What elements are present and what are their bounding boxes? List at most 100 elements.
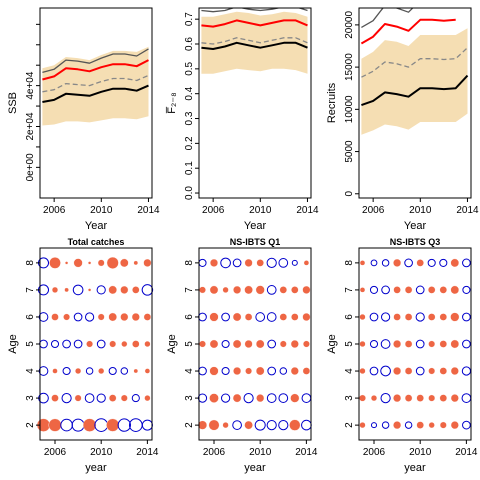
residual-bubble: [48, 418, 62, 432]
residual-bubble: [86, 340, 94, 348]
residual-bubble: [144, 394, 151, 402]
chart-title: NS-IBTS Q1: [230, 237, 281, 247]
residual-bubble: [62, 339, 71, 349]
residual-bubble: [450, 394, 459, 403]
residual-bubble: [267, 366, 277, 376]
x-tick-label: 2006: [363, 447, 386, 458]
y-tick-label: 4: [25, 368, 36, 374]
residual-bubble: [131, 312, 140, 322]
y-tick-label: 0e+00: [25, 153, 36, 182]
residual-bubble: [450, 258, 460, 268]
y-tick-label: 10000: [344, 95, 355, 123]
residual-bubble: [450, 366, 459, 376]
residual-bubble: [380, 365, 391, 377]
residual-bubble: [222, 421, 229, 429]
residual-bubble: [461, 366, 472, 376]
residual-bubble: [233, 366, 242, 376]
residual-bubble: [198, 258, 207, 267]
x-tick-label: 2010: [90, 205, 113, 216]
residual-bubble: [278, 393, 289, 403]
residual-bubble: [144, 340, 151, 348]
residual-bubble: [290, 339, 299, 349]
residual-bubble: [393, 366, 402, 376]
y-tick-label: 7: [184, 287, 195, 293]
residual-bubble: [462, 285, 471, 294]
residual-bubble: [359, 340, 366, 348]
residual-bubble: [97, 313, 105, 321]
residual-bubble: [279, 313, 288, 321]
series-line-dark-grey: [42, 48, 149, 74]
residual-bubble: [415, 366, 425, 376]
series-line-red: [360, 18, 456, 45]
residual-bubble: [120, 285, 129, 294]
bubble-panel-4: NS-IBTS Q1 2006 2010 2014 2 3 4 5 6 7 8 year Age: [166, 237, 318, 474]
residual-bubble: [416, 259, 424, 267]
residual-bubble: [301, 419, 312, 431]
residual-bubble: [221, 339, 230, 349]
residual-bubble: [404, 340, 413, 348]
residual-bubble: [209, 312, 219, 322]
residual-bubble: [291, 259, 298, 266]
y-axis-label: Recruits: [326, 82, 338, 123]
residual-bubble: [208, 419, 220, 431]
residual-bubble: [243, 393, 254, 404]
residual-bubble: [73, 258, 83, 268]
residual-bubble: [255, 312, 266, 322]
y-tick-label: 8: [184, 260, 195, 266]
plot-area: [360, 8, 469, 135]
residual-bubble: [266, 420, 277, 431]
residual-bubble: [359, 421, 366, 429]
residual-bubble: [266, 312, 277, 322]
residual-bubble: [119, 258, 129, 268]
y-axis-label: Age: [166, 334, 178, 354]
residual-bubble: [87, 288, 92, 292]
residual-bubble: [279, 340, 287, 348]
residual-bubble: [416, 394, 424, 402]
y-tick-label: 8: [25, 260, 36, 266]
residual-bubble: [359, 394, 366, 402]
residual-bubble: [255, 285, 265, 295]
residual-bubble: [73, 312, 83, 322]
residual-bubble: [279, 367, 288, 375]
bubble-panel-5: NS-IBTS Q3 2006 2010 2014 2 3 4 5 6 7 8 year Age: [326, 237, 478, 474]
residual-bubble: [73, 339, 83, 349]
residual-bubble: [97, 259, 105, 267]
residual-bubble: [428, 367, 436, 375]
residual-bubble: [290, 393, 300, 403]
residual-bubble: [144, 368, 151, 374]
residual-bubble: [244, 313, 253, 321]
residual-bubble: [256, 259, 264, 267]
residual-bubble: [359, 260, 366, 266]
residual-bubble: [233, 285, 242, 294]
residual-bubble: [302, 312, 311, 322]
residual-bubble: [415, 285, 425, 295]
series-line-dark-grey: [201, 8, 308, 13]
residual-bubble: [209, 285, 219, 295]
residual-bubble: [254, 419, 266, 431]
residual-bubble: [461, 393, 472, 403]
x-axis-label: Year: [244, 220, 267, 232]
residual-bubble: [301, 393, 312, 403]
residual-bubble: [439, 313, 448, 321]
residual-bubble: [120, 367, 129, 375]
y-tick-label: 5000: [344, 140, 355, 163]
x-axis-label: year: [404, 462, 426, 474]
x-tick-label: 2014: [455, 447, 478, 458]
y-tick-label: 0.6: [184, 37, 195, 51]
y-tick-label: 0.1: [184, 161, 195, 175]
residual-bubble: [462, 339, 471, 349]
x-tick-label: 2010: [249, 205, 272, 216]
residual-bubble: [50, 339, 60, 349]
residual-bubble: [381, 259, 390, 267]
residual-bubble: [393, 313, 401, 321]
residual-bubble: [52, 368, 58, 374]
residual-bubble: [439, 258, 448, 267]
residual-bubble: [266, 285, 277, 295]
residual-bubble: [266, 393, 277, 403]
confidence-band: [42, 46, 149, 126]
residual-bubble: [39, 339, 48, 349]
residual-bubble: [393, 394, 402, 403]
y-tick-label: 15000: [344, 53, 355, 81]
residual-bubble: [232, 339, 242, 349]
series-line-red: [42, 59, 149, 81]
